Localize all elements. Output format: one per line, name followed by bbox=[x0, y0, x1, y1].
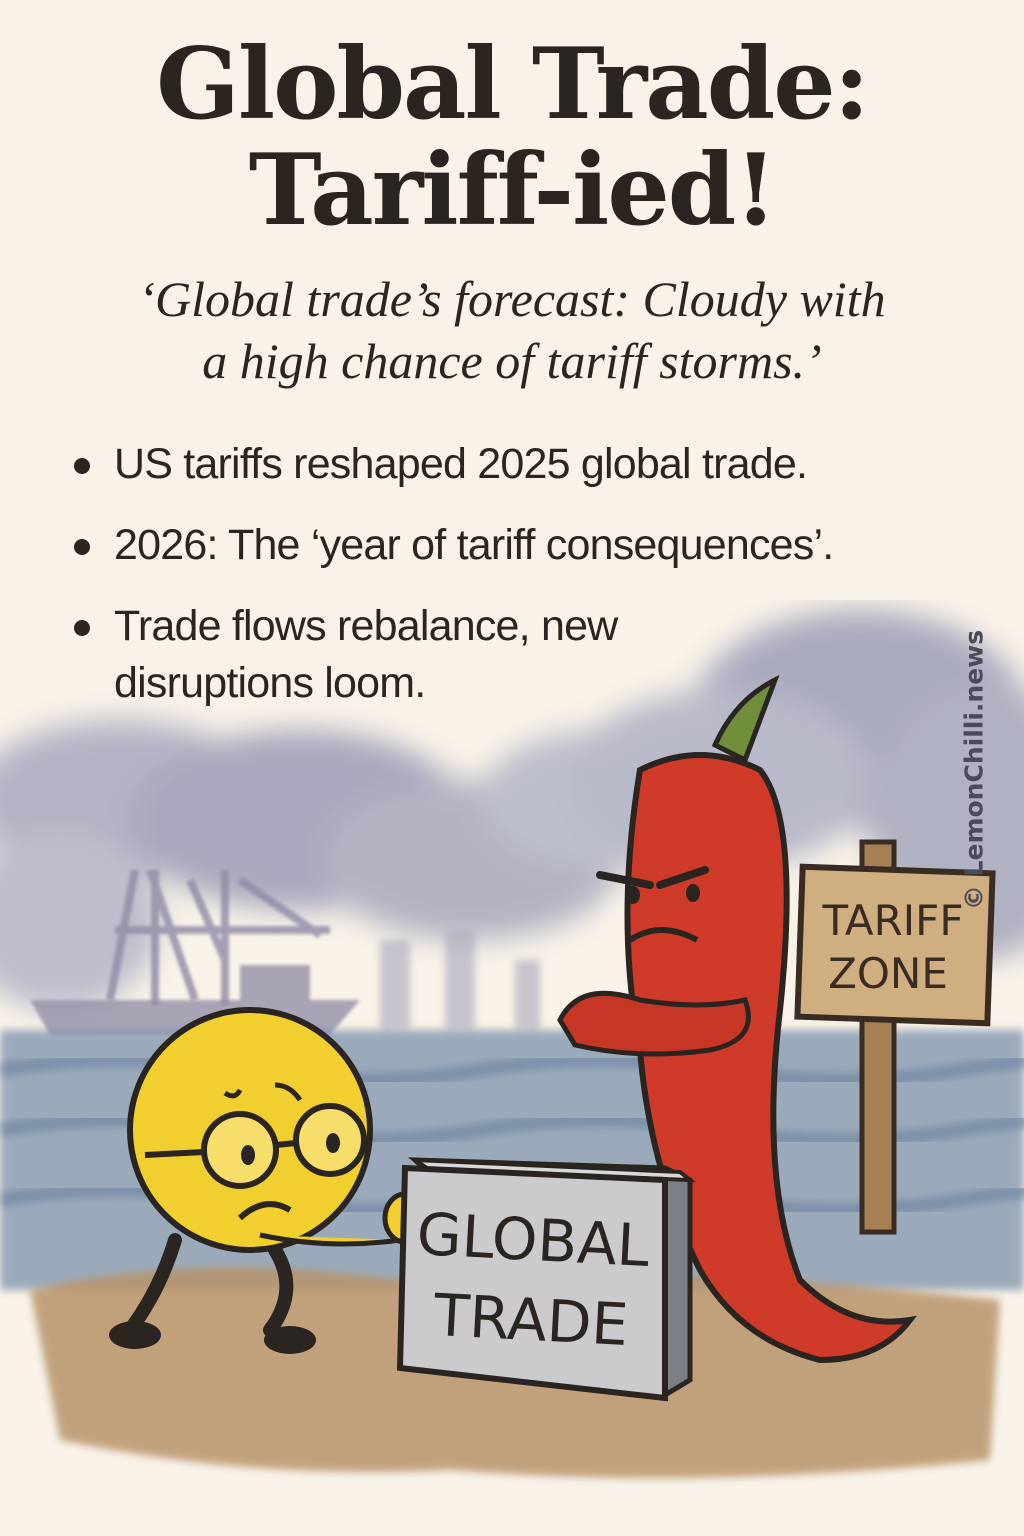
port-cranes-icon bbox=[106, 868, 330, 1005]
bullet-text: Trade flows rebalance, new disruptions l… bbox=[114, 602, 618, 707]
block-text-line-1: GLOBAL bbox=[415, 1200, 651, 1280]
bullet-item: Trade flows rebalance, new disruptions l… bbox=[68, 598, 754, 712]
watermark-text: © LemonChilli.news bbox=[959, 629, 989, 911]
headline-line-2: Tariff-ied! bbox=[248, 133, 778, 248]
distant-structures bbox=[380, 930, 540, 1030]
block-text-line-2: TRADE bbox=[431, 1281, 630, 1359]
subtitle-quote: ‘Global trade’s forecast: Cloudy with a … bbox=[0, 268, 1024, 392]
tariff-zone-sign: TARIFF ZONE bbox=[794, 839, 996, 1235]
watermark: © LemonChilli.news bbox=[944, 620, 1004, 920]
angry-chilli-character bbox=[557, 674, 917, 1364]
bullet-dot-icon bbox=[74, 620, 90, 636]
cartoon-illustration: TARIFF ZONE bbox=[0, 610, 1024, 1478]
bullet-item: US tariffs reshaped 2025 global trade. bbox=[68, 436, 948, 493]
bullet-text: US tariffs reshaped 2025 global trade. bbox=[114, 440, 808, 488]
worried-lemon-character bbox=[109, 1007, 428, 1354]
bullet-text: 2026: The ‘year of tariff consequences’. bbox=[114, 521, 834, 569]
global-trade-block: GLOBAL TRADE bbox=[396, 1157, 696, 1402]
sign-text-line-2: ZONE bbox=[828, 949, 948, 998]
bullet-dot-icon bbox=[74, 458, 90, 474]
subtitle-line-2: a high chance of tariff storms.’ bbox=[202, 333, 822, 389]
subtitle-line-1: ‘Global trade’s forecast: Cloudy with bbox=[138, 271, 886, 327]
headline-line-1: Global Trade: bbox=[156, 27, 870, 142]
bullet-dot-icon bbox=[74, 539, 90, 555]
bullet-list: US tariffs reshaped 2025 global trade. 2… bbox=[68, 436, 948, 736]
headline: Global Trade: Tariff-ied! bbox=[0, 32, 1024, 244]
sign-text-line-1: TARIFF bbox=[821, 896, 963, 945]
bullet-item: 2026: The ‘year of tariff consequences’. bbox=[68, 517, 948, 574]
